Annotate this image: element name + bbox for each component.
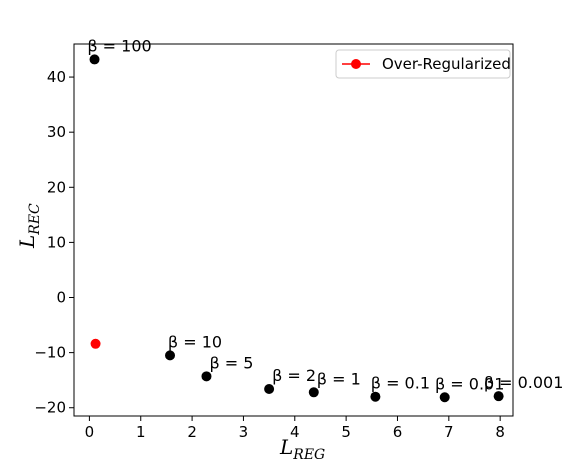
- data-point: [165, 350, 176, 361]
- x-tick-label: 6: [393, 423, 403, 441]
- point-annotation: β = 0.01: [435, 374, 504, 393]
- data-point: [264, 383, 275, 394]
- point-annotation: β = 2: [272, 366, 316, 385]
- legend-marker: [351, 59, 361, 69]
- y-axis-title-main: L: [15, 235, 39, 249]
- y-tick-label: 40: [47, 68, 66, 86]
- point-annotation: β = 5: [209, 353, 253, 372]
- data-point: [370, 391, 381, 402]
- legend-label: Over-Regularized: [382, 55, 511, 73]
- data-point: [493, 391, 504, 402]
- x-tick-label: 3: [239, 423, 249, 441]
- data-point: [201, 371, 212, 382]
- x-axis-title-main: L: [279, 435, 293, 459]
- x-tick-label: 4: [290, 423, 300, 441]
- point-annotation: β = 0.001: [484, 373, 564, 392]
- x-axis-ticks: 0 1 2 3 4 5 6 7 8: [85, 416, 505, 441]
- y-axis-title: LREC: [15, 203, 43, 249]
- y-axis-ticks: −20 −10 0 10 20 30 40: [34, 68, 74, 417]
- x-tick-label: 7: [444, 423, 454, 441]
- data-point: [439, 392, 450, 403]
- data-point: [89, 54, 100, 65]
- y-axis-title-sub: REC: [27, 203, 43, 236]
- x-tick-label: 1: [136, 423, 146, 441]
- x-tick-label: 2: [187, 423, 197, 441]
- x-axis-title: LREG: [279, 435, 325, 463]
- plot-area: [73, 43, 514, 417]
- data-point: [90, 338, 101, 349]
- y-tick-label: 20: [47, 178, 66, 196]
- y-tick-label: 0: [56, 289, 66, 307]
- x-tick-label: 5: [341, 423, 351, 441]
- y-tick-label: −10: [34, 344, 66, 362]
- data-point: [308, 387, 319, 398]
- x-tick-label: 0: [85, 423, 95, 441]
- y-tick-label: −20: [34, 399, 66, 417]
- x-axis-title-sub: REG: [292, 447, 325, 463]
- data-points: [89, 54, 504, 403]
- point-annotation: β = 1: [317, 369, 361, 388]
- y-tick-label: 10: [47, 233, 66, 251]
- x-tick-label: 8: [495, 423, 505, 441]
- legend: Over-Regularized: [335, 49, 511, 79]
- legend-box: [335, 49, 511, 79]
- point-annotation: β = 10: [168, 332, 222, 351]
- y-tick-label: 30: [47, 123, 66, 141]
- point-annotation: β = 100: [87, 36, 151, 55]
- point-annotation: β = 0.1: [371, 374, 430, 393]
